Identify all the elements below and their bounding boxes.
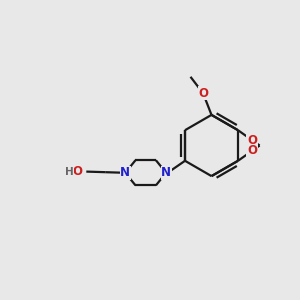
Text: O: O — [247, 144, 257, 158]
Text: O: O — [198, 87, 208, 100]
Text: O: O — [72, 165, 82, 178]
Text: O: O — [247, 134, 257, 147]
Text: H: H — [64, 167, 73, 177]
Text: N: N — [120, 166, 130, 179]
Text: N: N — [161, 166, 171, 179]
